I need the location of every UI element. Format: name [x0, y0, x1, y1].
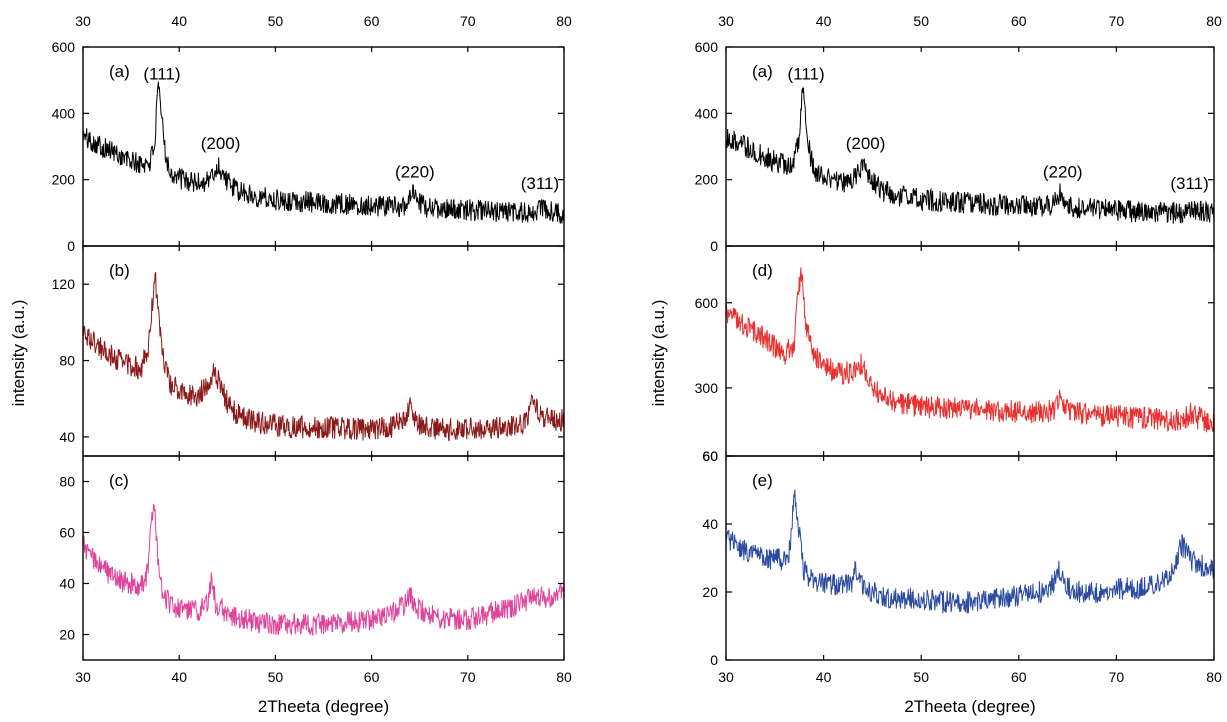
peak-label: (111)	[787, 65, 824, 84]
peak-label: (220)	[1043, 162, 1083, 181]
panel-a: 0 200 400 600 (a) (111) (200) (220) (311)	[52, 39, 565, 254]
x-tick-label-bottom: 50	[268, 669, 284, 685]
peak-label: (311)	[1170, 174, 1208, 193]
y-tick-label: 20	[59, 627, 75, 643]
x-tick-label-top: 40	[171, 13, 187, 29]
y-tick-label: 60	[702, 448, 718, 464]
series-line-a	[83, 81, 564, 224]
panel-d: 60 300 600 (d)	[695, 245, 1215, 464]
x-tick-label-bottom: 70	[1109, 669, 1125, 685]
y-tick-label: 60	[702, 448, 718, 464]
x-tick-label-top: 60	[1011, 13, 1027, 29]
x-tick-label-top: 30	[75, 13, 91, 29]
x-tick-label-bottom: 80	[1206, 669, 1222, 685]
x-tick-label-bottom: 40	[171, 669, 187, 685]
x-tick-label-bottom: 70	[460, 669, 476, 685]
panel-b: 40 80 120 (b)	[52, 245, 565, 457]
y-tick-label: 200	[695, 172, 719, 188]
y-tick-label: 0	[710, 238, 718, 254]
panel-frame	[725, 455, 1215, 661]
x-tick-label-bottom: 40	[816, 669, 832, 685]
x-tick-label-top: 80	[556, 13, 572, 29]
panel-frame	[82, 455, 565, 661]
left-chart: 0 200 400 600 (a) (111) (200) (220) (311) 40 80 120…	[9, 13, 572, 716]
series-line-a	[726, 87, 1214, 224]
y-tick-label: 0	[67, 238, 75, 254]
y-tick-label: 120	[52, 276, 76, 292]
series-line-e	[726, 489, 1214, 614]
y-tick-label: 80	[59, 474, 75, 490]
y-tick-label: 40	[59, 576, 75, 592]
panel-c: 20 40 60 80 (c)	[59, 455, 565, 661]
panel-label: (c)	[109, 471, 129, 490]
x-tick-label-top: 70	[460, 13, 476, 29]
y-tick-label: 60	[59, 525, 75, 541]
series-line-d	[726, 267, 1214, 433]
panel-label: (d)	[752, 261, 773, 280]
y-tick-label: 600	[695, 39, 719, 55]
y-tick-label: 40	[702, 516, 718, 532]
x-tick-label-bottom: 60	[1011, 669, 1027, 685]
x-tick-label-bottom: 30	[75, 669, 91, 685]
y-tick-label: 300	[695, 380, 719, 396]
series-line-b	[83, 271, 564, 442]
panel-label: (a)	[752, 62, 773, 81]
peak-label: (200)	[846, 134, 886, 153]
x-axis-label: 2Theeta (degree)	[904, 697, 1035, 716]
x-tick-label-top: 50	[913, 13, 929, 29]
x-tick-label-top: 70	[1109, 13, 1125, 29]
x-tick-label-top: 30	[718, 13, 734, 29]
x-tick-label-top: 40	[816, 13, 832, 29]
x-tick-label-top: 80	[1206, 13, 1222, 29]
y-tick-label: 20	[702, 584, 718, 600]
x-tick-label-bottom: 30	[718, 669, 734, 685]
x-tick-label-top: 60	[364, 13, 380, 29]
peak-label: (200)	[201, 134, 241, 153]
y-axis-label: intensity (a.u.)	[9, 300, 28, 407]
y-tick-label: 40	[59, 429, 75, 445]
x-tick-label-bottom: 80	[556, 669, 572, 685]
panel-label: (a)	[109, 62, 130, 81]
x-axis-label: 2Theeta (degree)	[258, 697, 389, 716]
peak-label: (111)	[143, 65, 180, 84]
series-line-c	[83, 503, 564, 637]
peak-label: (311)	[521, 174, 559, 193]
y-tick-label: 200	[52, 172, 76, 188]
y-tick-label: 600	[52, 39, 76, 55]
panel-label: (b)	[109, 261, 130, 280]
y-tick-label: 400	[52, 105, 76, 121]
panel-a: 0 200 400 600 (a) (111) (200) (220) (311)	[695, 39, 1215, 254]
panel-label: (e)	[752, 471, 773, 490]
y-tick-label: 80	[59, 353, 75, 369]
y-axis-label: intensity (a.u.)	[649, 300, 668, 407]
peak-label: (220)	[395, 162, 435, 181]
y-tick-label: 400	[695, 105, 719, 121]
y-tick-label: 600	[695, 295, 719, 311]
x-tick-label-bottom: 50	[913, 669, 929, 685]
panel-e: 0 20 40 60 (e)	[702, 448, 1215, 668]
y-tick-label: 0	[710, 652, 718, 668]
x-tick-label-top: 50	[268, 13, 284, 29]
x-tick-label-bottom: 60	[364, 669, 380, 685]
